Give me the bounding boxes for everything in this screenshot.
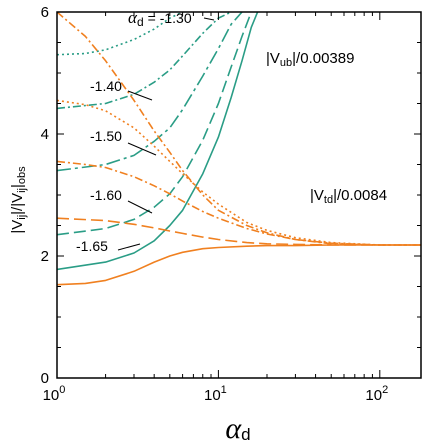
curve-label-1-eq: = xyxy=(148,10,160,26)
curve-label-2-text: -1.40 xyxy=(90,78,122,94)
x-tick-label: 100 xyxy=(43,384,66,404)
series-line-vtd-6 xyxy=(57,99,421,246)
curve-label-5: -1.65 xyxy=(76,238,141,254)
vtd-label-pre: |V xyxy=(310,187,324,204)
y-tick-label: 4 xyxy=(41,126,49,143)
curve-label-1: αd = -1.30 xyxy=(128,8,215,29)
vub-label-pre: |V xyxy=(266,50,280,67)
y-axis-label-sub1: ij xyxy=(16,215,28,220)
curve-label-5-leader xyxy=(117,243,141,251)
series-line-vub-3 xyxy=(57,12,253,236)
tick-layer: 0 2 4 6 100 101 102 xyxy=(41,4,421,404)
y-axis-label-sub2: ij xyxy=(16,188,28,193)
x-axis-label: αd xyxy=(225,412,250,445)
curve-label-2: -1.40 xyxy=(90,78,153,101)
y-axis-label-end: | xyxy=(9,184,26,188)
vub-label-sub: ub xyxy=(280,57,292,69)
series-line-vub-2 xyxy=(57,12,243,172)
curve-label-1-prefix-sub: d xyxy=(137,15,144,29)
y-axis-label-sub3: obs xyxy=(16,166,28,184)
curve-label-3-leader xyxy=(127,142,157,156)
vtd-group-label: |Vtd|/0.0084 xyxy=(310,187,387,206)
vub-group-label: |Vub|/0.00389 xyxy=(266,50,354,69)
series-line-vub-1 xyxy=(57,12,232,110)
series-layer xyxy=(57,12,421,286)
y-axis-label-main: |V xyxy=(9,220,26,234)
curve-label-1-prefix: α xyxy=(128,8,138,27)
curve-label-3-text: -1.50 xyxy=(90,128,122,144)
curve-label-1-value: -1.30 xyxy=(160,10,192,26)
curve-label-4-leader xyxy=(127,200,153,214)
vtd-label-post: |/0.0084 xyxy=(333,187,387,204)
series-line-vtd-9 xyxy=(57,244,421,286)
series-line-vtd-8 xyxy=(57,217,421,246)
curve-label-4-text: -1.60 xyxy=(90,187,122,203)
x-axis-label-symbol: α xyxy=(225,412,242,445)
curve-label-3: -1.50 xyxy=(90,128,157,156)
series-line-vub-0 xyxy=(57,12,183,56)
x-tick-label: 101 xyxy=(204,384,227,404)
x-axis-label-sub: d xyxy=(241,425,250,444)
y-axis-label-mid: |/|V xyxy=(9,193,26,215)
y-tick-label: 2 xyxy=(41,248,49,265)
y-axis-label: |Vij|/|Vij|obs xyxy=(9,166,28,234)
y-tick-label: 6 xyxy=(41,4,49,21)
vub-label-post: |/0.00389 xyxy=(292,50,354,67)
vtd-label-sub: td xyxy=(324,194,333,206)
x-tick-label: 102 xyxy=(365,384,388,404)
series-line-vub-4 xyxy=(57,12,259,271)
curve-label-5-text: -1.65 xyxy=(76,238,108,254)
curve-label-4: -1.60 xyxy=(90,187,153,214)
series-line-vtd-7 xyxy=(57,160,421,246)
curve-label-1-leader xyxy=(203,17,215,21)
curve-label-2-leader xyxy=(127,90,153,101)
curve-label-1-text: αd = -1.30 xyxy=(128,8,192,29)
y-tick-label: 0 xyxy=(41,370,49,387)
